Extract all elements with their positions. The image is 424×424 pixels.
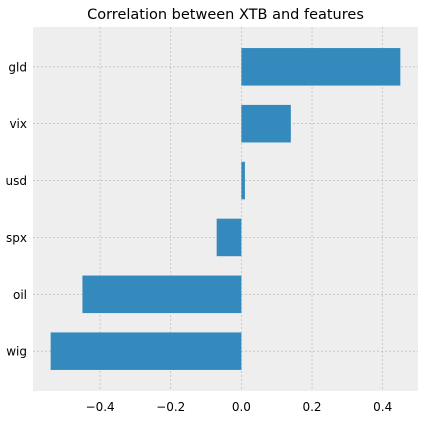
x-tick-label: 0.0 — [232, 400, 251, 414]
x-tick-label: −0.2 — [156, 400, 185, 414]
y-tick-label: oil — [13, 288, 27, 302]
plot-area — [33, 27, 418, 391]
y-tick-label: usd — [6, 174, 27, 188]
x-tick-label: −0.4 — [86, 400, 115, 414]
y-tick-label: spx — [6, 231, 27, 245]
y-tick-label: vix — [9, 117, 27, 131]
bar-vix — [241, 104, 291, 143]
y-tick-label: gld — [8, 60, 27, 74]
chart-title: Correlation between XTB and features — [87, 7, 364, 23]
bar-usd — [241, 161, 245, 200]
bar-spx — [216, 218, 242, 257]
y-tick-label: wig — [6, 345, 27, 359]
x-tick-labels: −0.4 −0.2 0.0 0.2 0.4 — [86, 400, 393, 414]
bar-wig — [50, 332, 242, 370]
x-tick-label: 0.4 — [373, 400, 392, 414]
bar-gld — [241, 48, 401, 86]
y-tick-labels: wig oil spx usd vix gld — [6, 60, 27, 358]
x-tick-label: 0.2 — [302, 400, 321, 414]
bar-oil — [82, 275, 242, 314]
bars — [50, 48, 401, 370]
grid-lines — [33, 27, 418, 391]
